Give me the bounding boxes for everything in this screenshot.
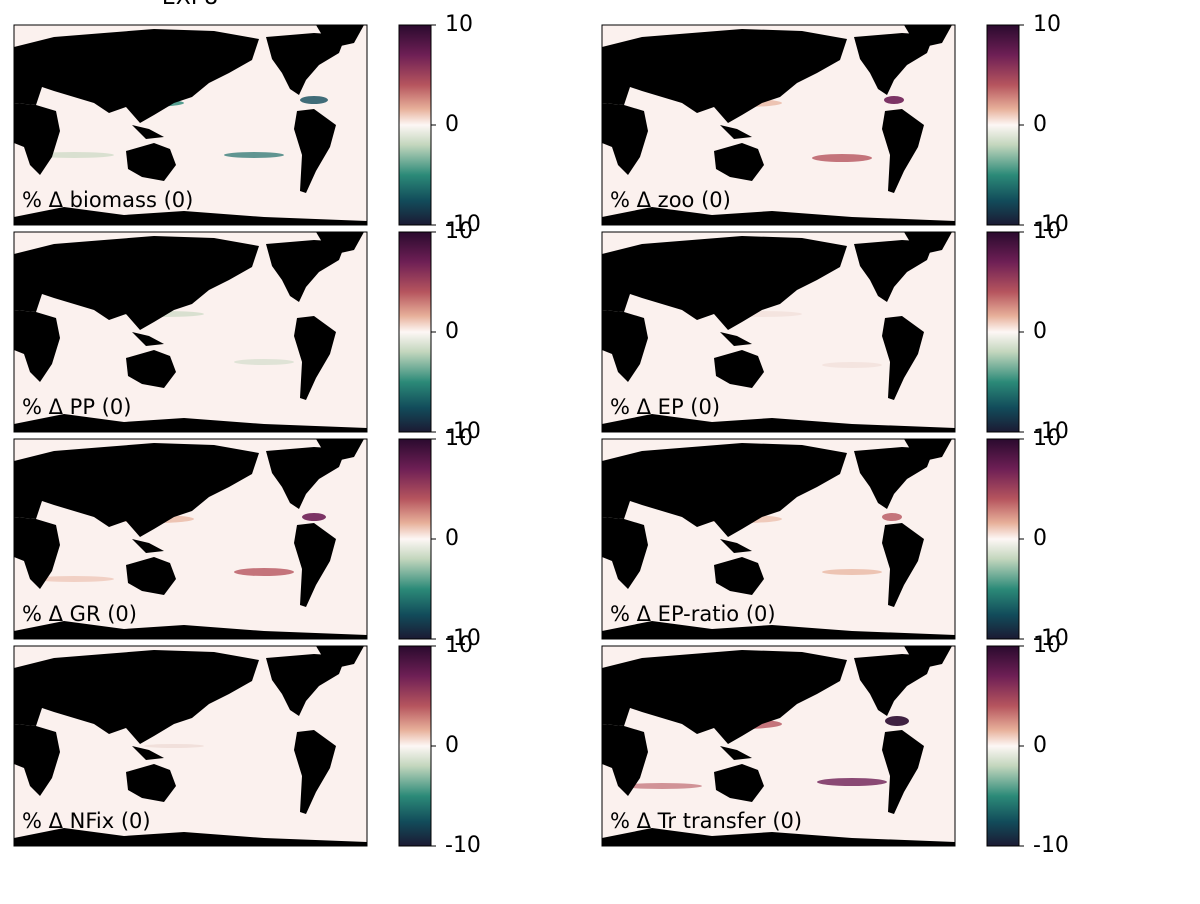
colorbar (398, 645, 432, 847)
colorbar-tick-label: -10 (445, 419, 481, 444)
anomaly (34, 576, 114, 582)
colorbar-tick-label: 10 (445, 426, 473, 451)
panel-frame (601, 231, 956, 433)
panel-frame (13, 231, 368, 433)
anomaly (622, 783, 702, 789)
colorbar (986, 645, 1020, 847)
map-panel: % Δ biomass (0) 10 0 -10 (13, 12, 481, 237)
colorbar (986, 24, 1020, 226)
colorbar (398, 231, 432, 433)
anomaly (234, 359, 294, 365)
colorbar-tick-label: 0 (445, 733, 459, 758)
colorbar (986, 438, 1020, 640)
colorbar-tick-label: 10 (445, 12, 473, 37)
colorbar (398, 438, 432, 640)
anomaly (812, 154, 872, 162)
panel-label: % Δ Tr transfer (0) (610, 809, 802, 833)
colorbar-tick-label: 0 (1033, 112, 1047, 137)
colorbar-tick-label: -10 (445, 833, 481, 858)
anomaly (885, 716, 909, 726)
anomaly (300, 96, 328, 104)
panel-frame (601, 438, 956, 640)
colorbar-tick-label: 10 (445, 219, 473, 244)
panel-label: % Δ GR (0) (22, 602, 137, 626)
anomaly (884, 96, 904, 104)
colorbar-tick-label: -10 (445, 212, 481, 237)
panel-label: % Δ zoo (0) (610, 188, 731, 212)
panel-frame (601, 645, 956, 847)
colorbar-tick-label: -10 (1033, 419, 1069, 444)
panel-frame (601, 24, 956, 226)
panel-frame (13, 438, 368, 640)
colorbar-tick-label: 10 (1033, 12, 1061, 37)
map-panel: % Δ Tr transfer (0) 10 0 -10 (601, 633, 1069, 858)
colorbar-tick-label: -10 (1033, 626, 1069, 651)
colorbar-tick-label: 0 (1033, 319, 1047, 344)
colorbar-tick-label: 0 (1033, 526, 1047, 551)
map-panel: % Δ NFix (0) 10 0 -10 (13, 633, 481, 858)
panel-label: % Δ PP (0) (22, 395, 131, 419)
map-panel: % Δ zoo (0) 10 0 -10 (601, 12, 1069, 237)
colorbar-tick-label: -10 (1033, 212, 1069, 237)
map-panel: % Δ PP (0) 10 0 -10 (13, 219, 481, 444)
colorbar-tick-label: 0 (445, 319, 459, 344)
map-panel: % Δ GR (0) 10 0 -10 (13, 426, 481, 651)
anomaly (817, 778, 887, 786)
anomaly (882, 513, 902, 521)
panel-label: % Δ biomass (0) (22, 188, 193, 212)
colorbar-tick-label: 10 (1033, 219, 1061, 244)
panel-frame (13, 24, 368, 226)
colorbar-tick-label: -10 (1033, 833, 1069, 858)
anomaly (144, 744, 204, 748)
map-panel: % Δ EP (0) 10 0 -10 (601, 219, 1069, 444)
colorbar-tick-label: 10 (1033, 633, 1061, 658)
map-panel: % Δ EP-ratio (0) 10 0 -10 (601, 426, 1069, 651)
colorbar-tick-label: 10 (1033, 426, 1061, 451)
anomaly (302, 513, 326, 521)
anomaly (234, 568, 294, 576)
panel-label: % Δ EP (0) (610, 395, 720, 419)
anomaly (822, 569, 882, 575)
colorbar-tick-label: -10 (445, 626, 481, 651)
colorbar-tick-label: 0 (445, 526, 459, 551)
colorbar-tick-label: 0 (445, 112, 459, 137)
anomaly (34, 152, 114, 158)
colorbar (398, 24, 432, 226)
anomaly (822, 362, 882, 368)
panel-label: % Δ NFix (0) (22, 809, 151, 833)
figure-title: EXP8 (162, 0, 218, 10)
panel-label: % Δ EP-ratio (0) (610, 602, 776, 626)
colorbar-tick-label: 0 (1033, 733, 1047, 758)
panel-frame (13, 645, 368, 847)
colorbar (986, 231, 1020, 433)
anomaly (224, 152, 284, 158)
colorbar-tick-label: 10 (445, 633, 473, 658)
